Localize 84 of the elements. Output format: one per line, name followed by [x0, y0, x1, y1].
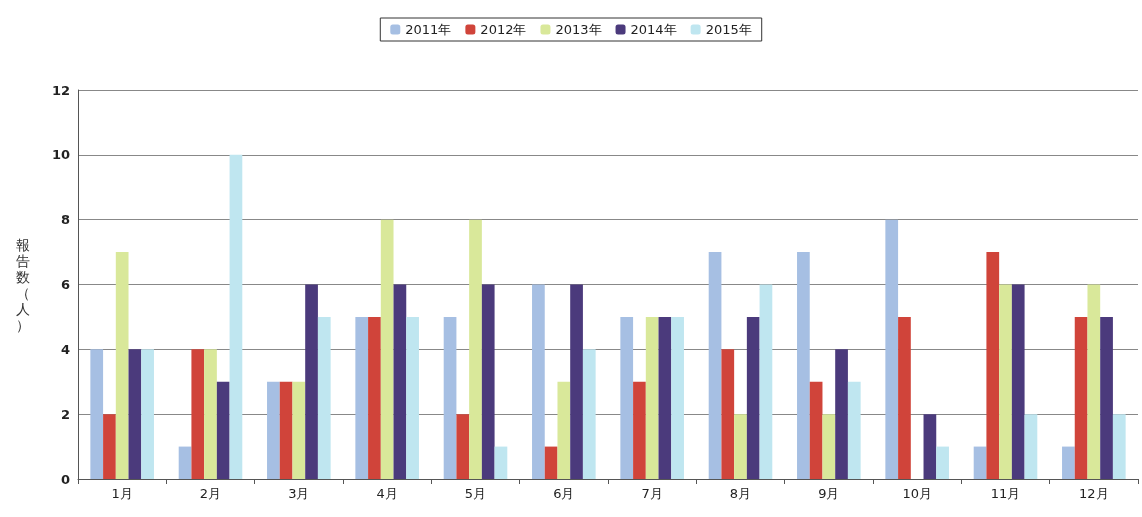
bar	[90, 349, 104, 479]
bar	[128, 349, 142, 479]
bar	[885, 219, 899, 479]
bar	[494, 446, 508, 479]
bar	[847, 381, 861, 479]
bar	[721, 349, 735, 479]
y-tick-label: 4	[60, 341, 70, 357]
bar	[973, 446, 987, 479]
bar	[115, 252, 129, 479]
bar	[481, 284, 495, 479]
bar	[898, 316, 911, 479]
bar	[292, 381, 306, 479]
bar	[544, 446, 558, 479]
bar	[267, 381, 280, 479]
bar	[279, 381, 293, 479]
bar	[191, 349, 205, 479]
x-tick-label: 5月	[464, 486, 487, 501]
x-tick-label: 11月	[990, 486, 1021, 501]
bar	[1062, 446, 1075, 479]
bar	[633, 381, 646, 479]
bar	[671, 316, 684, 479]
bar	[1074, 316, 1088, 479]
bar	[103, 414, 116, 479]
bar	[443, 316, 457, 479]
bar	[734, 414, 747, 479]
bar	[355, 316, 369, 479]
x-tick-label: 3月	[288, 486, 310, 501]
y-tick-label: 6	[60, 277, 70, 292]
bar	[229, 154, 243, 479]
bar	[986, 252, 1000, 479]
bar	[1087, 284, 1101, 479]
bar	[1011, 284, 1025, 479]
legend-label: 2014年	[630, 22, 677, 37]
x-tick-label: 12月	[1079, 486, 1109, 501]
bar	[178, 446, 192, 479]
bar	[393, 284, 407, 479]
bar	[380, 219, 394, 479]
legend-label: 2015年	[705, 22, 752, 37]
bar	[305, 284, 318, 479]
x-tick-label: 9月	[818, 486, 840, 501]
x-tick-label: 6月	[553, 486, 575, 501]
bar	[557, 381, 571, 479]
bar	[204, 349, 217, 479]
bar	[1100, 316, 1113, 479]
bar	[999, 284, 1012, 479]
bar	[658, 316, 672, 479]
x-tick-label: 4月	[376, 486, 398, 501]
x-tick-label: 10月	[902, 486, 932, 501]
x-tick-label: 7月	[641, 486, 663, 501]
legend-label: 2012年	[480, 22, 527, 37]
bar	[822, 414, 836, 479]
x-tick-label: 1月	[111, 486, 133, 501]
y-tick-label: 0	[60, 471, 70, 487]
bar	[368, 316, 381, 479]
bar	[469, 219, 482, 479]
bar	[620, 316, 634, 479]
bar	[809, 381, 823, 479]
bar	[570, 284, 583, 479]
bar	[532, 284, 545, 479]
bar	[406, 316, 419, 479]
bar	[216, 381, 230, 479]
bar	[1112, 414, 1126, 479]
bar	[759, 284, 773, 479]
bar	[835, 349, 848, 479]
bar	[746, 316, 760, 479]
legend-label: 2011年	[405, 22, 452, 37]
bar	[456, 414, 470, 479]
bar	[645, 316, 659, 479]
bar	[141, 349, 154, 479]
x-tick-label: 8月	[729, 486, 752, 501]
legend-label: 2013年	[555, 22, 602, 37]
bar	[797, 252, 810, 479]
y-tick-label: 12	[51, 82, 70, 98]
bar	[923, 414, 937, 479]
x-tick-label: 2月	[199, 486, 222, 501]
y-tick-label: 10	[51, 147, 70, 163]
bar	[708, 252, 722, 479]
bar	[317, 316, 331, 479]
bar	[582, 349, 596, 479]
y-tick-label: 8	[60, 212, 70, 228]
y-axis-title: 報告数（人）	[16, 236, 30, 333]
bar	[1024, 414, 1038, 479]
bar	[936, 446, 949, 479]
y-tick-label: 2	[60, 406, 70, 422]
